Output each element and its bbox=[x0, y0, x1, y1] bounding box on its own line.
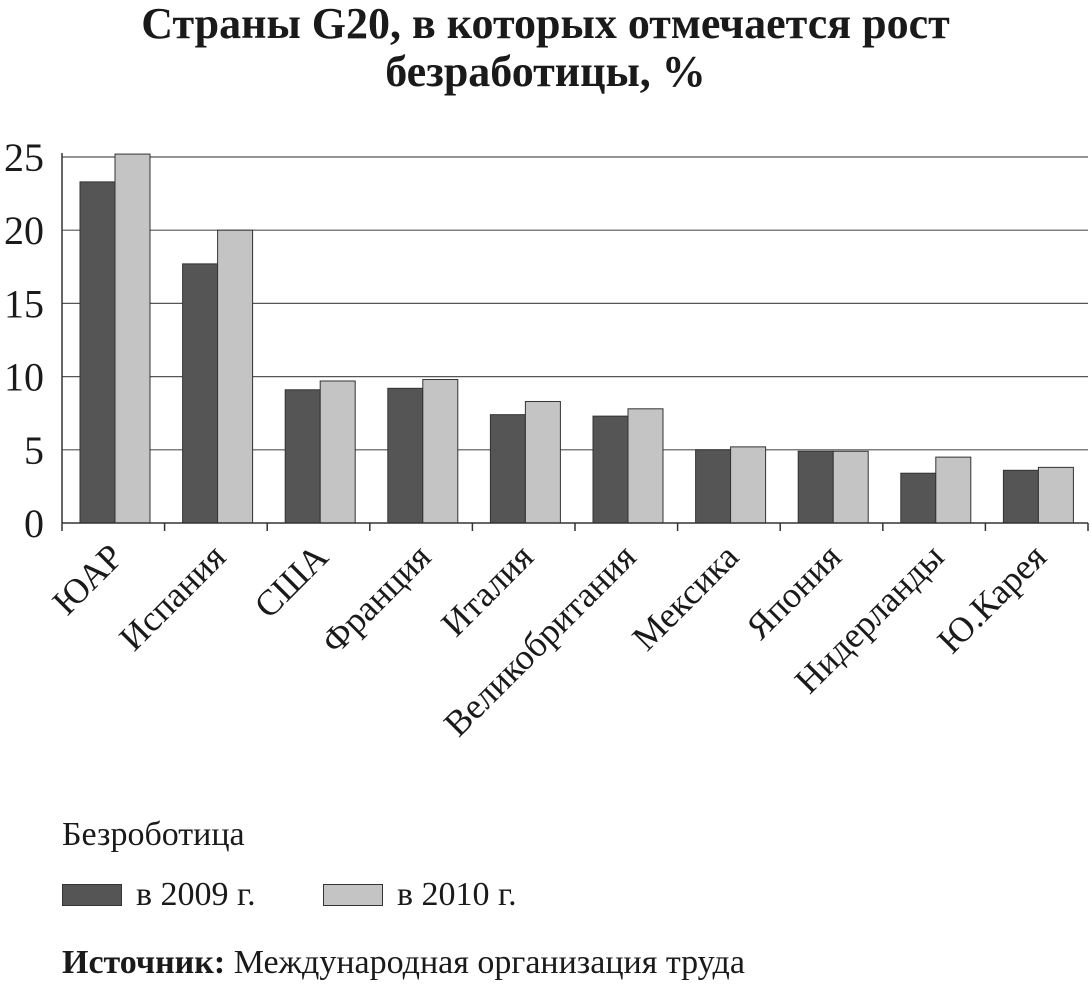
bar-2009 bbox=[695, 449, 732, 524]
bar-2009 bbox=[592, 415, 629, 524]
y-tick-label: 5 bbox=[24, 428, 44, 473]
bar-2010 bbox=[114, 153, 151, 524]
bar-2009 bbox=[79, 181, 116, 524]
x-tick-label: Ю.Карея bbox=[930, 536, 1054, 660]
x-tick-label: Франция bbox=[313, 536, 438, 661]
bar-2010 bbox=[217, 229, 254, 524]
bar-2010 bbox=[319, 380, 356, 524]
bar-2010 bbox=[524, 400, 561, 524]
bar-2009 bbox=[1002, 469, 1039, 524]
bar-2009 bbox=[900, 472, 937, 524]
x-tick-label: Мексика bbox=[624, 536, 746, 658]
y-tick-label: 10 bbox=[4, 355, 44, 400]
y-tick-label: 15 bbox=[4, 281, 44, 326]
y-tick-label: 25 bbox=[4, 135, 44, 180]
source-note: Источник: Международная организация труд… bbox=[62, 944, 745, 982]
bar-2009 bbox=[284, 389, 321, 524]
bar-2010 bbox=[730, 446, 767, 524]
source-label: Источник: bbox=[62, 944, 226, 981]
bar-2009 bbox=[797, 450, 834, 524]
bar-2010 bbox=[832, 450, 869, 524]
y-tick-label: 20 bbox=[4, 208, 44, 253]
legend-swatch-2010 bbox=[323, 884, 383, 906]
legend-label-2010: в 2010 г. bbox=[397, 876, 517, 913]
bar-2010 bbox=[627, 408, 664, 524]
x-tick-label: США bbox=[247, 536, 336, 625]
chart-title-line-2: безработицы, % bbox=[385, 47, 706, 96]
bar-2009 bbox=[489, 414, 526, 524]
legend-item-2009: в 2009 г. bbox=[62, 875, 256, 915]
chart-title-line-1: Страны G20, в которых отмечается рост bbox=[141, 0, 950, 48]
x-tick-label: ЮАР bbox=[45, 536, 131, 622]
legend-item-2010: в 2010 г. bbox=[323, 875, 517, 915]
legend-title: Безроботица bbox=[62, 816, 245, 853]
bar-2010 bbox=[935, 456, 972, 524]
legend-label-2009: в 2009 г. bbox=[136, 876, 256, 913]
chart-title: Страны G20, в которых отмечается рост бе… bbox=[0, 0, 1091, 96]
bar-2009 bbox=[182, 263, 219, 524]
x-tick-label: Великобритания bbox=[436, 536, 644, 744]
source-text: Международная организация труда bbox=[233, 944, 745, 981]
bar-2010 bbox=[1037, 466, 1074, 524]
bar-2009 bbox=[387, 387, 424, 524]
bar-2010 bbox=[422, 379, 459, 524]
x-tick-label: Испания bbox=[111, 536, 233, 658]
y-tick-label: 0 bbox=[24, 501, 44, 546]
legend-swatch-2009 bbox=[62, 884, 122, 906]
